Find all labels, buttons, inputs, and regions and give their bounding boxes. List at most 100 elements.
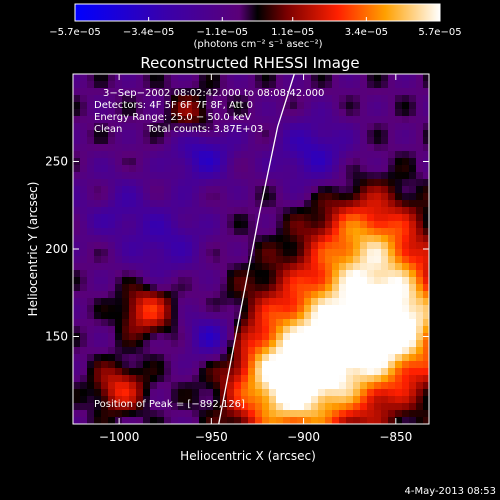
heatmap-cell	[185, 158, 192, 165]
heatmap-cell	[234, 340, 241, 347]
heatmap-cell	[171, 333, 178, 340]
heatmap-cell	[80, 375, 87, 382]
heatmap-cell	[283, 305, 290, 312]
heatmap-cell	[283, 284, 290, 291]
heatmap-cell	[164, 151, 171, 158]
heatmap-cell	[290, 249, 297, 256]
heatmap-cell	[339, 228, 346, 235]
heatmap-cell	[402, 403, 409, 410]
heatmap-cell	[234, 389, 241, 396]
heatmap-cell	[360, 326, 367, 333]
heatmap-cell	[374, 186, 381, 193]
heatmap-cell	[143, 235, 150, 242]
heatmap-cell	[241, 340, 248, 347]
heatmap-cell	[276, 375, 283, 382]
heatmap-cell	[129, 95, 136, 102]
heatmap-cell	[409, 193, 416, 200]
heatmap-cell	[234, 284, 241, 291]
heatmap-cell	[157, 242, 164, 249]
heatmap-cell	[143, 417, 150, 424]
heatmap-cell	[108, 284, 115, 291]
heatmap-cell	[171, 242, 178, 249]
heatmap-cell	[213, 249, 220, 256]
heatmap-cell	[220, 165, 227, 172]
heatmap-cell	[87, 165, 94, 172]
heatmap-cell	[122, 193, 129, 200]
heatmap-cell	[262, 298, 269, 305]
heatmap-cell	[80, 193, 87, 200]
heatmap-cell	[325, 361, 332, 368]
heatmap-cell	[423, 179, 429, 186]
heatmap-cell	[122, 95, 129, 102]
heatmap-cell	[87, 270, 94, 277]
heatmap-cell	[87, 235, 94, 242]
heatmap-cell	[374, 347, 381, 354]
heatmap-cell	[248, 333, 255, 340]
heatmap-cell	[304, 368, 311, 375]
heatmap-cell	[367, 193, 374, 200]
heatmap-cell	[178, 340, 185, 347]
heatmap-cell	[297, 361, 304, 368]
heatmap-cell	[304, 158, 311, 165]
heatmap-cell	[423, 375, 429, 382]
heatmap-cell	[402, 249, 409, 256]
heatmap-cell	[248, 298, 255, 305]
heatmap-cell	[255, 249, 262, 256]
heatmap-cell	[87, 123, 94, 130]
heatmap-cell	[150, 172, 157, 179]
heatmap-cell	[283, 186, 290, 193]
heatmap-cell	[108, 396, 115, 403]
heatmap-cell	[178, 368, 185, 375]
heatmap-cell	[80, 305, 87, 312]
heatmap-cell	[150, 151, 157, 158]
heatmap-cell	[241, 326, 248, 333]
heatmap-cell	[346, 109, 353, 116]
heatmap-cell	[185, 130, 192, 137]
heatmap-cell	[360, 270, 367, 277]
heatmap-cell	[367, 256, 374, 263]
heatmap-cell	[206, 179, 213, 186]
heatmap-cell	[360, 88, 367, 95]
heatmap-cell	[129, 263, 136, 270]
heatmap-cell	[297, 123, 304, 130]
heatmap-cell	[108, 102, 115, 109]
heatmap-cell	[234, 277, 241, 284]
heatmap-cell	[339, 102, 346, 109]
heatmap-cell	[164, 193, 171, 200]
heatmap-cell	[374, 284, 381, 291]
heatmap-cell	[87, 396, 94, 403]
heatmap-cell	[80, 116, 87, 123]
heatmap-cell	[150, 186, 157, 193]
heatmap-cell	[94, 186, 101, 193]
heatmap-cell	[374, 81, 381, 88]
heatmap-cell	[87, 172, 94, 179]
heatmap-cell	[311, 193, 318, 200]
heatmap-cell	[80, 354, 87, 361]
heatmap-cell	[388, 207, 395, 214]
heatmap-cell	[346, 389, 353, 396]
heatmap-cell	[220, 242, 227, 249]
heatmap-cell	[87, 291, 94, 298]
heatmap-cell	[423, 291, 429, 298]
heatmap-cell	[199, 382, 206, 389]
heatmap-cell	[297, 200, 304, 207]
heatmap-cell	[185, 354, 192, 361]
heatmap-cell	[262, 389, 269, 396]
heatmap-cell	[388, 151, 395, 158]
heatmap-cell	[150, 284, 157, 291]
heatmap-cell	[73, 291, 80, 298]
heatmap-cell	[199, 298, 206, 305]
heatmap-cell	[409, 186, 416, 193]
heatmap-cell	[143, 256, 150, 263]
heatmap-cell	[318, 186, 325, 193]
heatmap-cell	[283, 221, 290, 228]
heatmap-cell	[206, 326, 213, 333]
heatmap-cell	[192, 291, 199, 298]
heatmap-cell	[206, 109, 213, 116]
heatmap-cell	[241, 109, 248, 116]
heatmap-cell	[234, 403, 241, 410]
heatmap-cell	[213, 340, 220, 347]
heatmap-cell	[360, 368, 367, 375]
heatmap-cell	[332, 74, 339, 81]
heatmap-cell	[409, 214, 416, 221]
